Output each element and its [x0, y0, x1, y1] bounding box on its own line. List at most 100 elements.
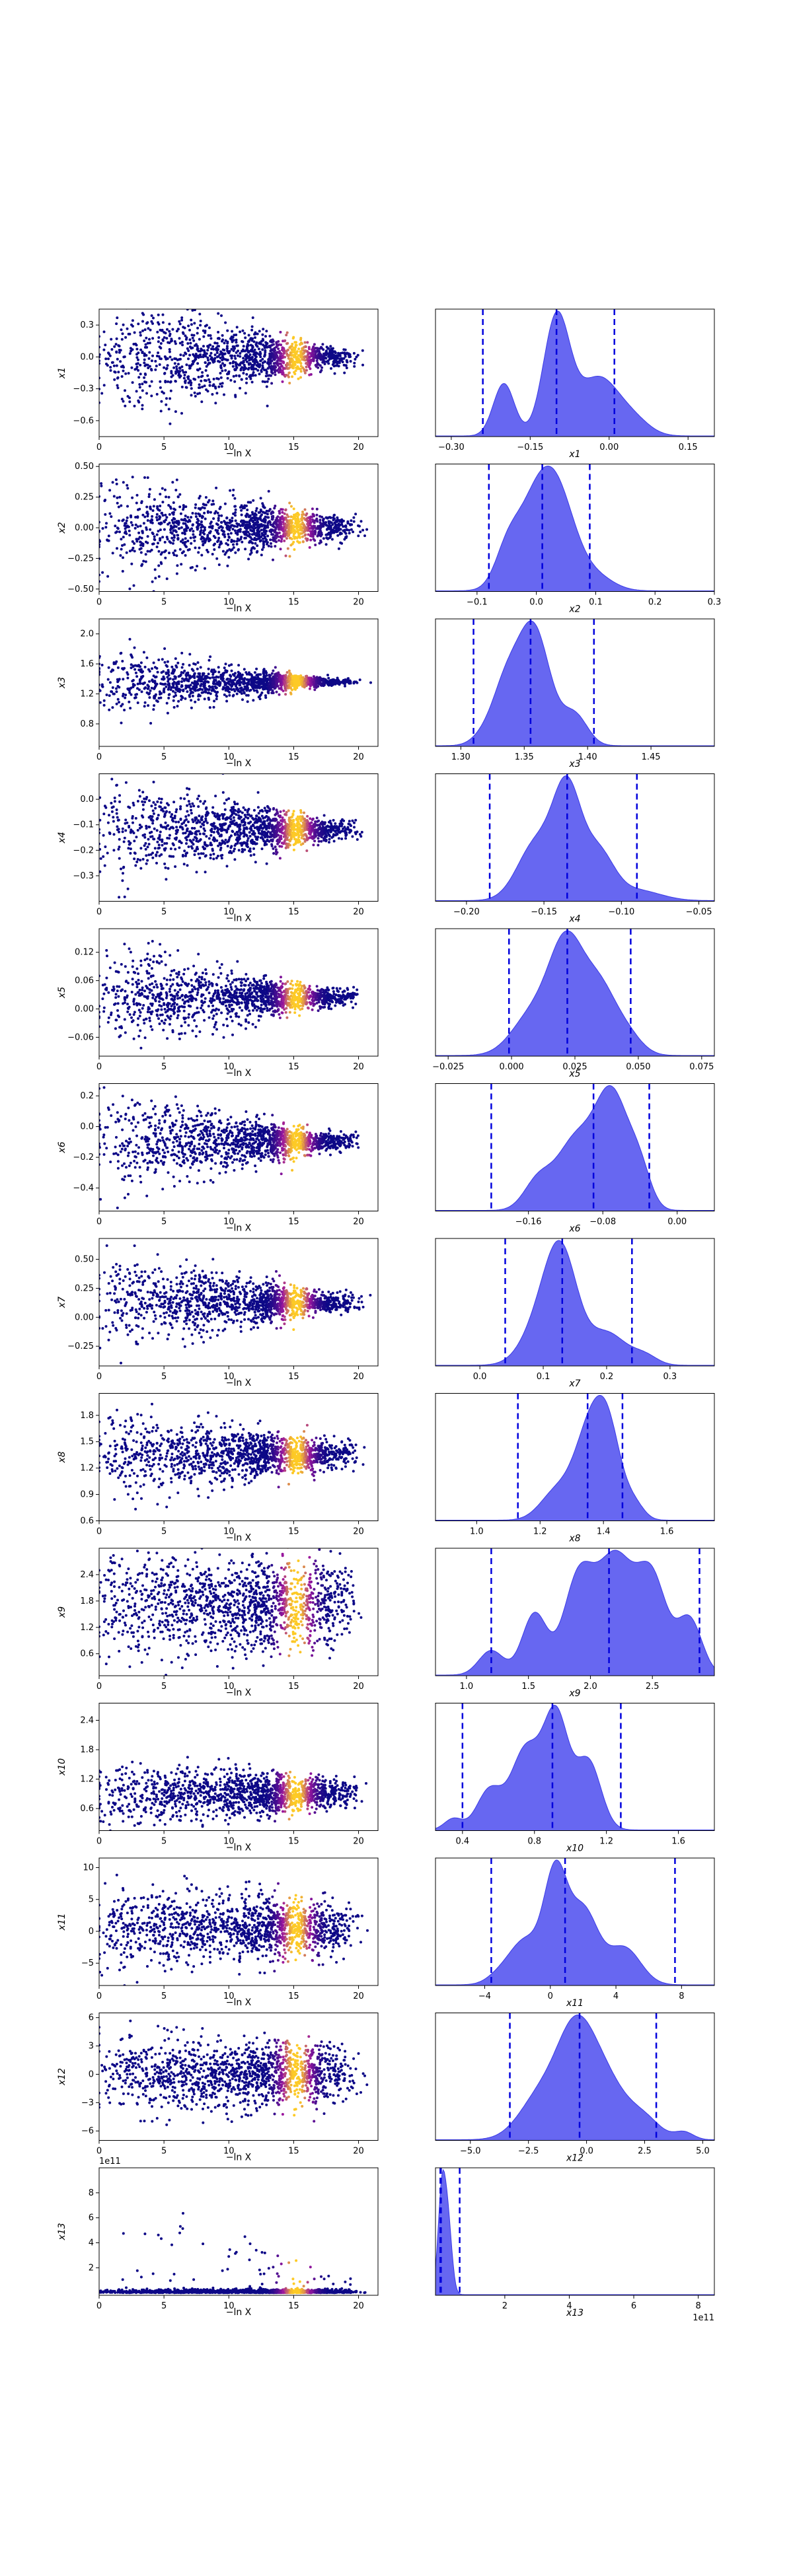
scatter-point [204, 539, 208, 542]
scatter-point [264, 696, 268, 699]
scatter-point [236, 833, 239, 836]
scatter-point [184, 815, 188, 818]
scatter-point [223, 520, 226, 523]
scatter-point [226, 549, 229, 552]
kde-panel-x2: −0.1 0.0 0.1 0.2 0.3x2 [435, 464, 721, 615]
scatter-point [169, 422, 172, 425]
scatter-point [146, 541, 149, 544]
scatter-point [190, 542, 193, 545]
scatter-point [211, 673, 215, 676]
scatter-point [313, 688, 317, 692]
scatter-point [166, 711, 169, 715]
scatter-point [121, 660, 124, 662]
scatter-point [258, 353, 261, 356]
scatter-point [155, 513, 159, 516]
scatter-point [262, 544, 265, 547]
scatter-point [209, 337, 213, 340]
scatter-point [223, 680, 226, 683]
scatter-point [212, 347, 215, 351]
scatter-point [278, 510, 281, 513]
scatter-point [259, 518, 262, 521]
scatter-point [159, 386, 162, 389]
scatter-point [131, 680, 134, 683]
scatter-point [122, 400, 125, 403]
scatter-point [126, 483, 129, 487]
scatter-point [361, 363, 364, 367]
scatter-point [134, 523, 137, 526]
scatter-point [208, 326, 211, 330]
scatter-point [254, 538, 258, 542]
scatter-point [101, 571, 104, 574]
scatter-point [165, 841, 169, 845]
scatter-point [268, 345, 270, 349]
scatter-point [187, 679, 190, 682]
scatter-point [299, 809, 303, 812]
scatter-point [232, 512, 235, 515]
scatter-point [246, 694, 250, 697]
scatter-point [232, 849, 235, 853]
scatter-point [189, 684, 192, 687]
scatter-point [121, 830, 124, 834]
scatter-point [256, 678, 260, 681]
scatter-point [198, 383, 201, 386]
scatter-point [343, 538, 346, 541]
scatter-point [159, 516, 162, 519]
scatter-point [275, 690, 278, 694]
scatter-point [256, 332, 259, 336]
scatter-point [143, 844, 146, 847]
scatter-point [105, 522, 108, 525]
scatter-point [212, 383, 215, 386]
scatter-point [276, 535, 280, 538]
scatter-point [184, 522, 187, 525]
scatter-point [115, 702, 118, 705]
scatter-point [275, 674, 278, 678]
x-axis-label: x1 [568, 449, 580, 460]
scatter-point [300, 354, 303, 357]
scatter-point [234, 357, 237, 360]
scatter-point [344, 524, 348, 527]
scatter-point [214, 402, 217, 405]
scatter-point [181, 532, 184, 535]
scatter-point [229, 520, 232, 524]
scatter-point [353, 365, 356, 368]
scatter-point [293, 688, 296, 690]
x-tick-label: 5 [161, 752, 167, 762]
scatter-point [165, 495, 168, 499]
scatter-point [345, 360, 348, 363]
scatter-point [128, 529, 131, 532]
axes-frame [435, 308, 715, 437]
scatter-point [344, 364, 347, 367]
scatter-point [285, 331, 289, 334]
scatter-point [225, 865, 229, 868]
scatter-point [211, 553, 214, 555]
scatter-point [149, 368, 153, 371]
scatter-point [153, 827, 156, 830]
scatter-point [212, 812, 215, 815]
scatter-point [309, 833, 312, 836]
scatter-point [151, 532, 155, 536]
scatter-point [316, 349, 319, 352]
scatter-point [182, 519, 185, 522]
y-axis-label: x3 [57, 677, 67, 689]
scatter-point [170, 511, 174, 515]
scatter-point [120, 375, 124, 378]
scatter-point [265, 672, 268, 674]
scatter-point [180, 698, 183, 701]
scatter-point [157, 542, 159, 545]
scatter-point [161, 321, 165, 324]
scatter-point [153, 568, 157, 571]
kde-area-x1 [435, 310, 714, 437]
scatter-point [284, 373, 287, 376]
scatter-point [353, 826, 356, 829]
scatter-point [153, 704, 156, 707]
scatter-point [299, 367, 302, 371]
scatter-point [244, 548, 247, 551]
scatter-point [304, 679, 307, 682]
y-axis-label: x1 [57, 367, 67, 379]
scatter-point [164, 332, 167, 335]
scatter-point [130, 654, 133, 657]
scatter-point [99, 857, 102, 860]
scatter-point [202, 335, 206, 338]
scatter-point [101, 527, 104, 530]
